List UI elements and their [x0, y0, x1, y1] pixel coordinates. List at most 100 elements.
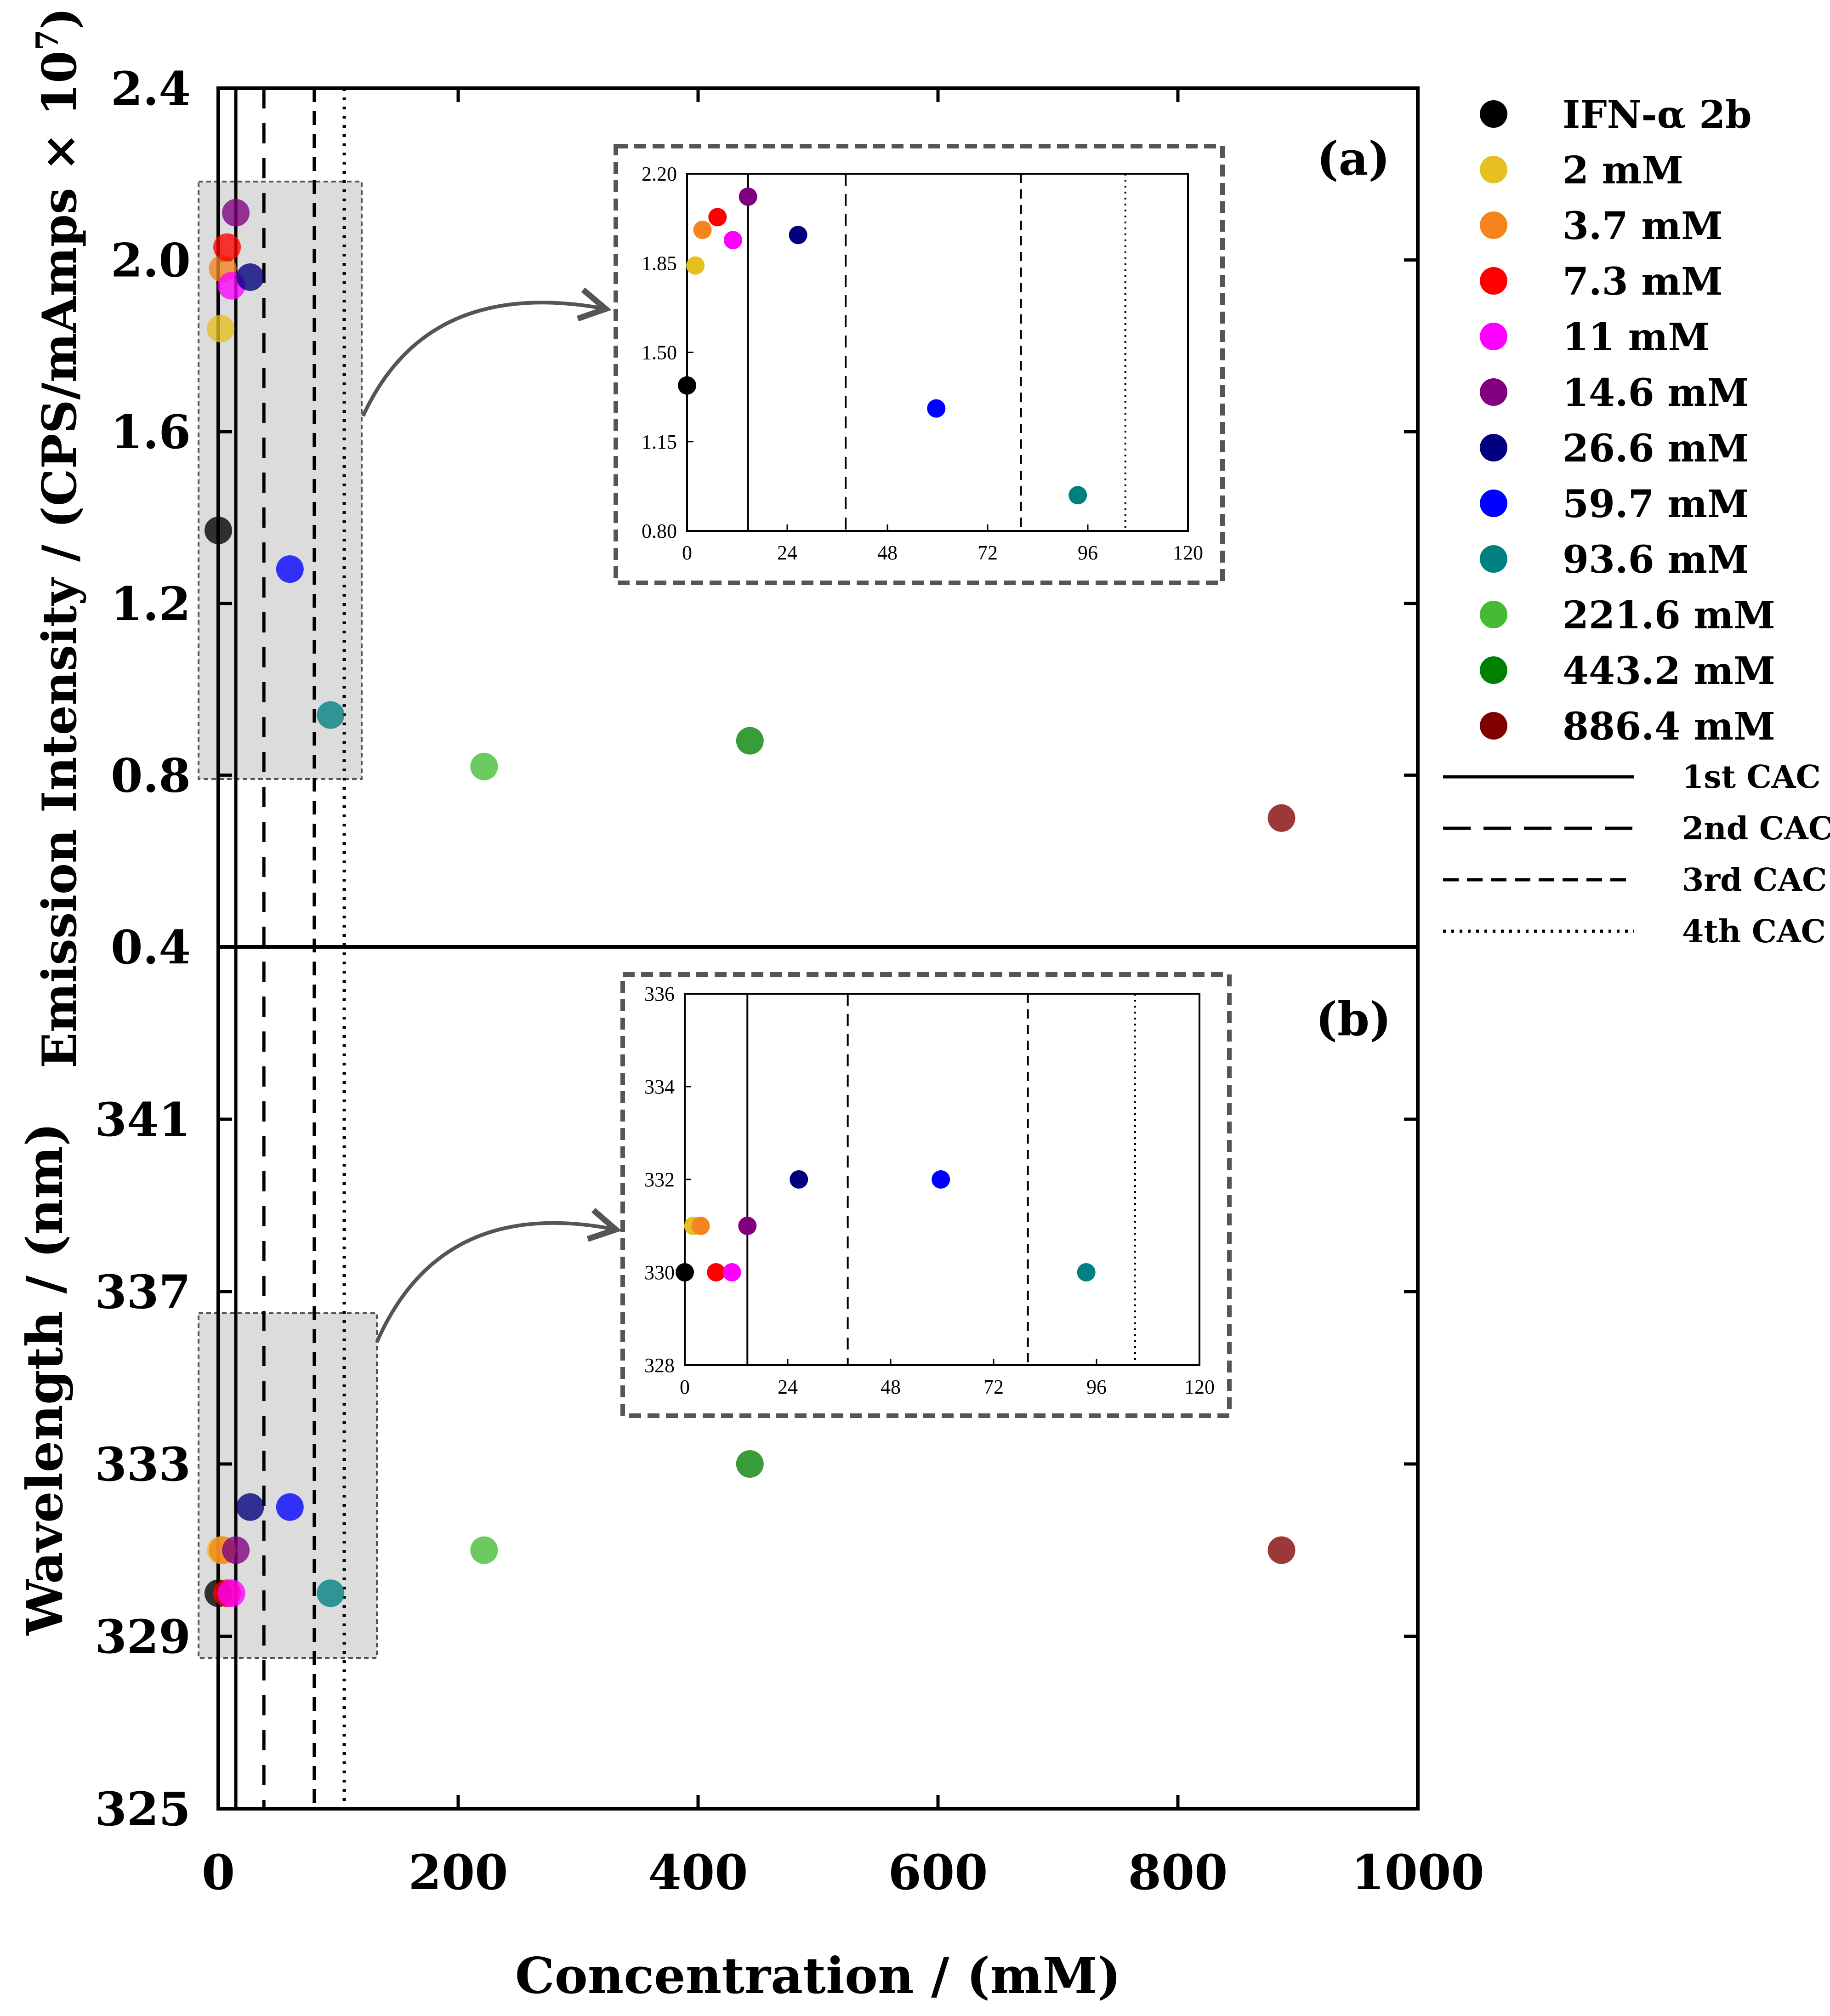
x-tick-label: 800: [1128, 1844, 1228, 1901]
legend-marker: [1480, 156, 1507, 183]
x-tick-label: 1000: [1351, 1844, 1484, 1901]
y-tick-label-b: 337: [95, 1265, 191, 1319]
legend-marker: [1480, 601, 1507, 628]
point-a: [736, 727, 764, 755]
inset-a-point: [1068, 486, 1087, 505]
inset-b-point: [722, 1263, 741, 1281]
point-b: [276, 1493, 304, 1521]
y-tick-label-b: 329: [95, 1610, 191, 1664]
inset-a-point: [686, 256, 705, 275]
point-b: [1267, 1536, 1296, 1564]
x-tick-label: 400: [648, 1844, 748, 1901]
inset-a-y-tick-label: 0.80: [642, 520, 677, 542]
legend: IFN-α 2b 2 mM 3.7 mM 7.3 mM 11 mM 14.6 mM 26.6…: [1443, 93, 1830, 950]
legend-marker: [1480, 656, 1507, 684]
y-axis-label-b: Wavelength / (nm): [16, 1122, 74, 1635]
background-layer: [198, 181, 378, 1659]
legend-label: 59.7 mM: [1563, 482, 1749, 526]
point-b: [217, 1579, 245, 1607]
inset-a-x-tick-label: 48: [877, 541, 898, 564]
point-a: [207, 315, 235, 343]
legend-label: 3.7 mM: [1563, 204, 1723, 248]
inset-a-point: [723, 231, 742, 250]
x-tick-label: 0: [202, 1844, 235, 1901]
point-a: [470, 752, 498, 780]
inset-a-y-tick-label: 2.20: [642, 163, 677, 185]
y-tick-label-a: 2.4: [111, 62, 191, 116]
inset-b-point: [932, 1170, 950, 1189]
legend-marker: [1480, 378, 1507, 406]
legend-label: 2 mM: [1563, 148, 1683, 193]
inset-b-point: [1077, 1263, 1096, 1281]
inset-b-x-tick-label: 72: [983, 1376, 1004, 1398]
y-tick-label-b: 341: [95, 1093, 191, 1147]
point-a: [222, 199, 250, 227]
inset-a-point: [789, 226, 807, 245]
legend-marker: [1480, 267, 1507, 295]
inset-a-point: [693, 221, 712, 239]
legend-marker: [1480, 434, 1507, 461]
legend-marker: [1480, 323, 1507, 350]
legend-label: 443.2 mM: [1563, 649, 1775, 693]
legend-label: 221.6 mM: [1563, 593, 1775, 638]
legend-label: 14.6 mM: [1563, 371, 1749, 415]
inset-b-y-tick-label: 328: [644, 1354, 675, 1377]
inset-b-border: [620, 972, 1232, 1418]
inset-a-x-tick-label: 96: [1078, 541, 1098, 564]
zoom-arrow-b: [375, 1207, 622, 1343]
inset-a-x-tick-label: 120: [1173, 541, 1203, 564]
inset-b-y-tick-label: 336: [644, 983, 675, 1005]
y-tick-label-a: 0.4: [111, 920, 191, 974]
legend-cac-label: 4th CAC: [1682, 913, 1826, 950]
plot-frame-b: [216, 945, 1420, 1811]
frame-layer: [216, 86, 1420, 1811]
inset-a: 0 24 48 72 96 120 0.80 1.15 1.50 1.85 2.20: [614, 144, 1225, 585]
point-a: [205, 517, 232, 545]
zoom-arrow-a: [361, 287, 612, 417]
inset-a-x-tick-label: 24: [777, 541, 797, 564]
y-tick-label-b: 325: [95, 1782, 191, 1836]
inset-a-point: [708, 208, 727, 227]
point-b: [222, 1536, 250, 1564]
legend-label: IFN-α 2b: [1563, 93, 1752, 137]
legend-cac-label: 3rd CAC: [1682, 862, 1827, 899]
point-a: [1267, 804, 1296, 832]
inset-b-y-tick-label: 330: [644, 1261, 675, 1284]
inset-a-y-tick-label: 1.15: [642, 431, 677, 453]
inset-b-point: [738, 1217, 757, 1235]
y-tick-label-a: 2.0: [111, 233, 191, 288]
inset-a-y-tick-label: 1.85: [642, 252, 677, 274]
panel-a-label: (a): [1317, 131, 1390, 186]
legend-marker: [1480, 211, 1507, 239]
legend-label: 93.6 mM: [1563, 538, 1749, 582]
x-tick-label: 200: [408, 1844, 508, 1901]
inset-b-point: [790, 1170, 808, 1189]
legend-cac-label: 2nd CAC: [1682, 810, 1830, 847]
inset-a-x-tick-label: 72: [978, 541, 998, 564]
inset-layer: 0 24 48 72 96 120 0.80 1.15 1.50 1.85 2.20 0 24 48 72 9…: [614, 144, 1232, 1418]
point-a: [213, 233, 241, 261]
y-tick-label-b: 333: [95, 1437, 191, 1492]
point-a: [276, 555, 304, 583]
inset-a-point: [678, 376, 696, 395]
inset-b-x-tick-label: 96: [1086, 1376, 1107, 1398]
inset-b-x-tick-label: 0: [680, 1376, 690, 1398]
point-a: [317, 701, 345, 729]
legend-marker: [1480, 100, 1507, 128]
point-a: [236, 263, 264, 291]
legend-marker: [1480, 712, 1507, 740]
panel-b-label: (b): [1316, 992, 1392, 1046]
inset-b-x-tick-label: 120: [1184, 1376, 1215, 1398]
legend-label: 11 mM: [1563, 315, 1710, 359]
legend-label: 26.6 mM: [1563, 427, 1749, 471]
inset-a-border: [614, 144, 1225, 585]
point-b: [317, 1579, 345, 1607]
legend-label: 7.3 mM: [1563, 260, 1723, 304]
x-axis-label: Concentration / (mM): [515, 1947, 1121, 2005]
legend-marker: [1480, 490, 1507, 517]
text-layer: Concentration / (mM) (a) (b) Emission In…: [16, 7, 1484, 2005]
inset-a-point: [927, 399, 946, 418]
inset-b-point: [707, 1263, 726, 1281]
inset-b-x-tick-label: 48: [881, 1376, 901, 1398]
